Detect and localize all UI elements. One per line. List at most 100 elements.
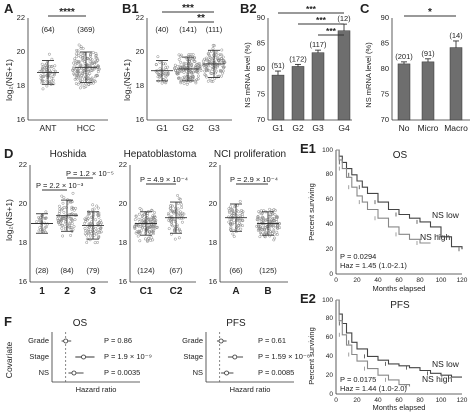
data-point (173, 67, 176, 71)
data-point (45, 84, 49, 88)
data-point (176, 194, 180, 197)
data-point (93, 241, 97, 245)
data-point (232, 221, 236, 224)
tick: 100 (436, 277, 447, 284)
data-point (178, 210, 182, 214)
tick: 90 (257, 13, 265, 22)
data-point (140, 217, 144, 221)
data-point (81, 47, 85, 50)
sig-stars: *** (316, 15, 327, 25)
data-point (195, 70, 198, 74)
panel-d-ylabel: log₂(NS+1) (4, 199, 14, 241)
tick: 80 (416, 397, 424, 404)
category-label: G2 (182, 123, 194, 133)
data-point (88, 72, 92, 76)
tick: 22 (119, 160, 127, 169)
data-point (76, 70, 80, 74)
tick: 75 (381, 90, 389, 99)
data-point (61, 201, 65, 205)
data-point (87, 225, 91, 229)
legend-ns-high: NS high (422, 374, 453, 384)
data-point (151, 224, 155, 228)
data-point (44, 225, 48, 229)
count-label: (125) (259, 266, 277, 275)
data-point (57, 204, 61, 208)
category-label: G3 (208, 123, 220, 133)
data-point (48, 73, 52, 77)
forest-p-value: P = 0.0035 (104, 368, 140, 377)
tick: 20 (19, 199, 27, 208)
km-title: OS (393, 150, 408, 161)
data-point (87, 222, 91, 226)
panel-b2: B2 NS mRNA level (%) 70 75 80 85 90 (51)… (240, 1, 352, 133)
data-point (87, 76, 90, 80)
data-point (143, 237, 147, 241)
data-point (177, 57, 181, 61)
km-ylabel: Percent surviving (307, 327, 316, 385)
data-point (41, 65, 45, 69)
data-point (37, 216, 41, 219)
data-point (158, 60, 162, 64)
data-point (39, 224, 43, 227)
data-point (201, 59, 205, 63)
data-point (96, 240, 99, 244)
data-point (51, 78, 55, 82)
panel-e2: E2 PFS Percent surviving 0 20 40 60 80 1… (300, 291, 468, 412)
data-point (150, 236, 154, 240)
data-point (269, 230, 273, 234)
data-point (230, 207, 234, 211)
data-point (61, 207, 65, 211)
category-label: G4 (338, 123, 350, 133)
data-point (188, 58, 192, 61)
data-point (178, 213, 182, 217)
data-point (204, 58, 208, 62)
data-point (67, 225, 71, 229)
tick: 20 (353, 397, 361, 404)
data-point (150, 220, 154, 224)
data-point (179, 53, 183, 57)
data-point (60, 194, 64, 198)
data-point (85, 241, 89, 244)
data-point (74, 62, 78, 66)
data-point (133, 227, 137, 231)
data-point (256, 216, 260, 220)
data-point (91, 62, 95, 65)
data-point (269, 224, 273, 228)
data-point (75, 55, 79, 59)
data-point (155, 225, 158, 229)
covariate-label: Stage (183, 352, 203, 361)
count-label: (67) (169, 266, 183, 275)
data-point (136, 234, 140, 238)
km-hazard: Haz = 1.45 (1.0-2.1) (340, 261, 407, 270)
category-label: C2 (170, 286, 183, 297)
km-curve-ns-low (336, 149, 463, 250)
data-point (194, 81, 198, 85)
data-point (35, 220, 39, 224)
data-point (221, 55, 225, 59)
tick: 80 (326, 315, 334, 322)
data-point (275, 230, 279, 234)
data-point (135, 223, 139, 227)
data-point (260, 215, 264, 219)
panel-label-e2: E2 (300, 291, 316, 306)
data-point (271, 217, 275, 221)
data-point (166, 72, 170, 75)
covariate-label: NS (39, 368, 49, 377)
data-point (238, 213, 242, 217)
data-point (142, 212, 146, 216)
data-point (222, 65, 226, 69)
data-point (185, 73, 189, 77)
data-point (211, 47, 215, 50)
data-point (180, 203, 183, 207)
data-point (273, 213, 277, 217)
category-label: G3 (312, 123, 324, 133)
data-point (52, 82, 56, 86)
data-point (156, 55, 160, 59)
data-point (94, 51, 98, 55)
data-point (70, 222, 74, 226)
hazard-point (63, 338, 69, 344)
km-title: PFS (390, 300, 410, 311)
data-point (212, 53, 215, 57)
sig-stars: *** (182, 3, 194, 14)
data-point (72, 225, 76, 228)
